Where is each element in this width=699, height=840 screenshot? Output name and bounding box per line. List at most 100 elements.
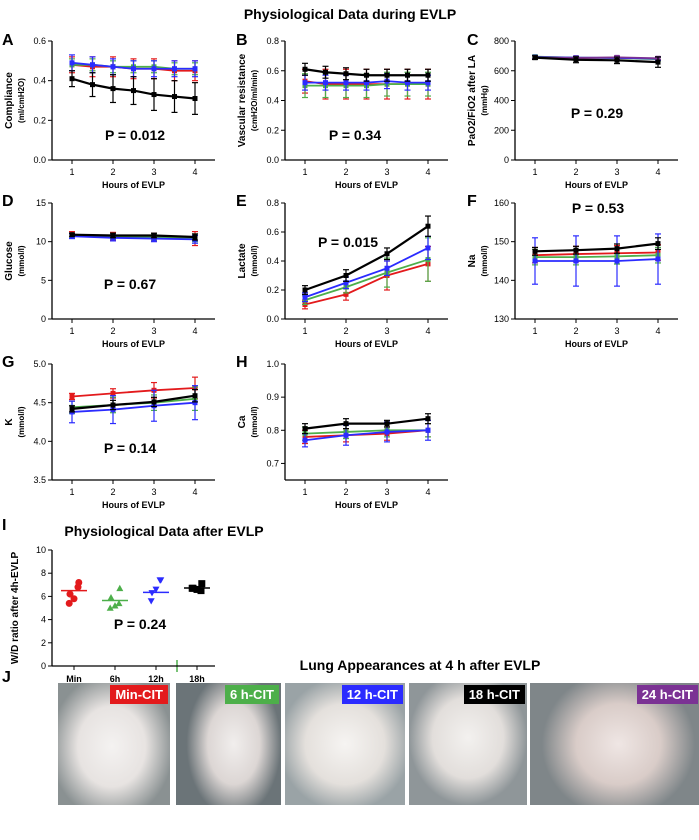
lung-photo: 6 h-CIT bbox=[176, 683, 281, 805]
data-point bbox=[343, 71, 349, 77]
data-point bbox=[90, 62, 95, 68]
data-point bbox=[116, 584, 124, 592]
x-axis-label: Hours of EVLP bbox=[335, 500, 398, 510]
y-tick-label: 0 bbox=[41, 661, 46, 671]
panel-letter: H bbox=[236, 354, 248, 371]
y-tick-label: 800 bbox=[494, 36, 509, 46]
series-line bbox=[535, 258, 659, 262]
data-point bbox=[74, 583, 82, 591]
series-12h-CIT bbox=[302, 235, 431, 303]
data-point bbox=[425, 416, 431, 422]
series-line bbox=[71, 401, 196, 413]
x-tick-label: 1 bbox=[69, 487, 74, 497]
x-tick-label: Min bbox=[66, 674, 82, 684]
data-point bbox=[364, 72, 369, 78]
data-point bbox=[151, 66, 157, 72]
y-axis-unit: (mmol/l) bbox=[17, 406, 26, 437]
series-line bbox=[534, 242, 659, 253]
group-6h bbox=[102, 584, 128, 611]
data-point bbox=[614, 57, 620, 63]
y-axis-label: Lactate bbox=[237, 243, 248, 278]
data-point bbox=[90, 82, 95, 88]
y-label-group: Na (mmol/l) bbox=[467, 245, 489, 276]
chart-panel-D: D 0 5 10 15 Glucose (mmol/l) 1 2 3 4 Hours of EVLP P… bbox=[2, 193, 215, 349]
y-axis-unit: (ml/cmH2O) bbox=[17, 78, 26, 123]
y-axis-label: Compliance bbox=[4, 72, 15, 129]
data-point bbox=[192, 393, 198, 399]
y-tick-label: 2 bbox=[41, 638, 46, 648]
data-point bbox=[106, 604, 114, 611]
y-tick-label: 0.2 bbox=[266, 285, 279, 295]
p-value: P = 0.67 bbox=[104, 276, 157, 292]
data-point bbox=[192, 66, 198, 72]
lung-photo: 24 h-CIT bbox=[530, 683, 699, 805]
p-value: P = 0.24 bbox=[114, 616, 167, 632]
y-tick-label: 150 bbox=[494, 237, 509, 247]
y-tick-label: 0.0 bbox=[266, 155, 279, 165]
data-point bbox=[110, 402, 116, 408]
data-point bbox=[152, 586, 160, 593]
data-point bbox=[151, 92, 157, 98]
data-point bbox=[107, 594, 115, 601]
x-tick-label: 6h bbox=[110, 674, 121, 684]
x-tick-label: 1 bbox=[302, 487, 307, 497]
data-point bbox=[110, 86, 116, 92]
panel-letter: F bbox=[467, 193, 477, 210]
series-line bbox=[534, 56, 659, 64]
data-point bbox=[69, 232, 75, 238]
data-point bbox=[343, 432, 349, 438]
p-value: P = 0.34 bbox=[329, 127, 382, 143]
data-point bbox=[532, 258, 538, 264]
x-tick-label: 1 bbox=[69, 167, 74, 177]
data-point bbox=[302, 426, 308, 432]
x-axis-label: Hours of EVLP bbox=[102, 180, 165, 190]
x-axis-label: Hours of EVLP bbox=[335, 180, 398, 190]
series-line bbox=[534, 251, 659, 257]
x-tick-label: 1 bbox=[69, 326, 74, 336]
data-point bbox=[192, 234, 198, 240]
series-line bbox=[304, 263, 429, 306]
data-point bbox=[573, 247, 579, 253]
y-label-group: K (mmol/l) bbox=[4, 406, 26, 437]
y-label-group: Compliance (ml/cmH2O) bbox=[4, 72, 26, 129]
x-tick-label: 3 bbox=[151, 326, 156, 336]
y-tick-label: 130 bbox=[494, 314, 509, 324]
x-tick-label: 2 bbox=[343, 326, 348, 336]
lung-photo: Min-CIT bbox=[58, 683, 170, 805]
data-point bbox=[364, 80, 369, 86]
data-point bbox=[384, 429, 390, 435]
data-point bbox=[192, 96, 198, 102]
panel-letter: E bbox=[236, 193, 247, 210]
x-axis-label: Hours of EVLP bbox=[335, 339, 398, 349]
y-tick-label: 0 bbox=[504, 155, 509, 165]
y-tick-label: 10 bbox=[36, 237, 46, 247]
x-tick-label: 12h bbox=[148, 674, 164, 684]
chart-panel-G: G 3.5 4.0 4.5 5.0 K (mmol/l) 1 2 3 4 Hours of EVLP P… bbox=[2, 354, 215, 510]
y-tick-label: 0.6 bbox=[33, 36, 46, 46]
y-tick-label: 0.4 bbox=[266, 256, 279, 266]
data-point bbox=[343, 80, 349, 86]
photo-label: Min-CIT bbox=[110, 685, 168, 704]
data-point bbox=[110, 64, 116, 70]
photo-label: 24 h-CIT bbox=[636, 685, 698, 704]
y-tick-label: 0.0 bbox=[33, 155, 46, 165]
y-axis-unit: (cmH2O/ml/min) bbox=[250, 69, 259, 131]
data-point bbox=[69, 76, 75, 82]
y-tick-label: 0.2 bbox=[33, 115, 46, 125]
photo-label: 6 h-CIT bbox=[224, 685, 279, 704]
data-point bbox=[69, 393, 75, 399]
y-tick-label: 400 bbox=[494, 96, 509, 106]
x-axis-label: Hours of EVLP bbox=[565, 180, 628, 190]
p-value: P = 0.012 bbox=[105, 127, 165, 143]
data-point bbox=[156, 577, 164, 584]
x-tick-label: 4 bbox=[425, 326, 430, 336]
p-value: P = 0.29 bbox=[571, 105, 624, 121]
p-value: P = 0.53 bbox=[572, 200, 625, 216]
group-12h bbox=[143, 577, 169, 605]
data-point bbox=[147, 598, 155, 605]
y-tick-label: 0.6 bbox=[266, 66, 279, 76]
x-tick-label: 18h bbox=[189, 674, 205, 684]
y-tick-label: 0 bbox=[41, 314, 46, 324]
x-tick-label: 3 bbox=[384, 167, 389, 177]
y-axis-label: W/D ratio after 4h-EVLP bbox=[10, 552, 21, 665]
